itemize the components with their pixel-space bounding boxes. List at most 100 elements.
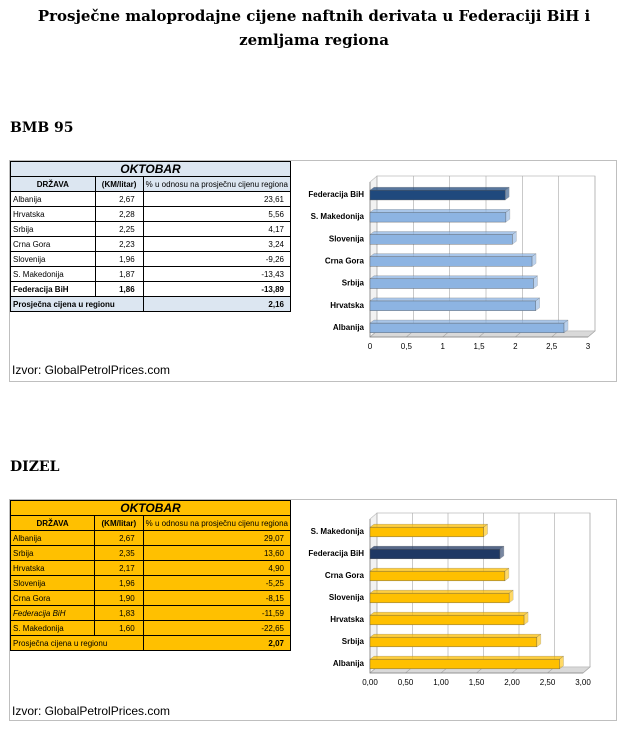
table-row: Srbija 2,35 13,60 xyxy=(9,545,292,561)
bar-top xyxy=(369,524,489,528)
table-month-row: OKTOBAR xyxy=(10,161,291,177)
y-category-label: Slovenija xyxy=(329,234,365,243)
column-header-percent: % u odnosu na prosječnu cijenu regiona xyxy=(142,176,292,192)
row-price: 2,23 xyxy=(94,236,144,252)
bar-end xyxy=(505,186,510,201)
bar xyxy=(369,614,525,626)
row-price: 1,90 xyxy=(94,590,144,606)
column-header-price: (KM/litar) xyxy=(94,176,144,192)
bar xyxy=(369,190,506,201)
bar-end xyxy=(535,297,540,311)
table-row: Slovenija 1,96 -9,26 xyxy=(10,251,292,267)
row-country: Crna Gora xyxy=(9,590,96,606)
row-country: Hrvatska xyxy=(10,206,96,222)
row-price: 2,35 xyxy=(94,545,144,561)
bar xyxy=(369,278,534,289)
x-tick-label: 1,50 xyxy=(469,678,485,687)
y-category-label: S. Makedonija xyxy=(311,212,365,221)
bar-end xyxy=(533,275,538,289)
bar xyxy=(369,658,560,670)
row-country: Crna Gora xyxy=(10,236,96,252)
row-price: 2,67 xyxy=(94,191,144,207)
y-category-label: Srbija xyxy=(342,279,365,288)
y-category-label: S. Makedonija xyxy=(311,527,365,536)
table-row: Federacija BiH 1,83 -11,59 xyxy=(9,605,292,621)
row-country: Slovenija xyxy=(10,251,96,267)
row-percent: 29,07 xyxy=(142,530,292,546)
table-row: Albanija 2,67 23,61 xyxy=(10,191,292,207)
bar xyxy=(369,592,510,604)
bar-top xyxy=(369,612,529,616)
row-percent: 13,60 xyxy=(142,545,292,561)
bar-end xyxy=(559,655,564,670)
bar xyxy=(369,300,536,311)
bar-top xyxy=(369,656,565,660)
row-country: S. Makedonija xyxy=(10,266,96,282)
y-category-label: Albanija xyxy=(333,659,365,668)
row-percent: 4,17 xyxy=(142,221,292,237)
row-country: Albanija xyxy=(10,191,96,207)
row-country: Hrvatska xyxy=(9,560,96,576)
y-category-label: Hrvatska xyxy=(330,301,364,310)
section-heading-dizel: DIZEL xyxy=(10,459,60,475)
source-note-bmb95: Izvor: GlobalPetrolPrices.com xyxy=(12,363,171,377)
bar-end xyxy=(536,633,542,648)
row-country: Albanija xyxy=(9,530,96,546)
bar-chart-bmb95: 0 0,5 1 1,5 2 2,5 3 Federacija BiH S. Makedonija… xyxy=(308,175,596,351)
x-tick-label: 0,00 xyxy=(362,678,378,687)
title-line-1: Prosječne maloprodajne cijene naftnih de… xyxy=(37,7,591,25)
table-row: Albanija 2,67 29,07 xyxy=(9,530,292,546)
column-header-percent: % u odnosu na prosječnu cijenu regiona xyxy=(142,515,292,531)
row-percent: 5,56 xyxy=(142,206,292,222)
bar xyxy=(369,636,538,648)
bar-end xyxy=(563,319,569,334)
table-header-row: DRŽAVA (KM/litar)% u odnosu na prosječnu … xyxy=(9,515,292,531)
price-table-bmb95: OKTOBAR DRŽAVA (KM/litar)% u odnosu na pro… xyxy=(10,161,292,312)
y-category-label: Crna Gora xyxy=(325,257,365,266)
row-percent: -5,25 xyxy=(142,575,292,591)
x-tick-label: 0,5 xyxy=(401,342,413,351)
row-price: 2,67 xyxy=(94,530,144,546)
y-category-label: Srbija xyxy=(342,637,365,646)
gridline-floor xyxy=(587,330,596,338)
row-percent: -22,65 xyxy=(142,620,292,636)
row-price: 2,17 xyxy=(94,560,144,576)
page-title: Prosječne maloprodajne cijene naftnih de… xyxy=(0,4,628,52)
table-month-row: OKTOBAR xyxy=(10,500,291,516)
row-price: 1,96 xyxy=(94,575,144,591)
row-percent: -13,89 xyxy=(142,281,292,297)
bar-end xyxy=(512,231,517,245)
bar xyxy=(369,548,501,560)
gridline-floor xyxy=(582,666,591,674)
bar xyxy=(369,234,513,245)
row-percent: -13,43 xyxy=(142,266,292,282)
x-tick-label: 1,5 xyxy=(473,342,485,351)
bar-top xyxy=(369,568,510,572)
y-category-label: Federacija BiH xyxy=(308,190,364,199)
bar-end xyxy=(499,545,505,560)
bar-end xyxy=(505,209,511,223)
y-category-label: Albanija xyxy=(333,323,365,332)
x-tick-label: 3 xyxy=(586,342,591,351)
row-country: Federacija BiH xyxy=(10,281,96,297)
bar-top xyxy=(369,253,537,257)
price-table-dizel: OKTOBAR DRŽAVA (KM/litar)% u odnosu na pro… xyxy=(9,500,292,651)
source-note-dizel: Izvor: GlobalPetrolPrices.com xyxy=(12,704,171,718)
bar-end xyxy=(523,611,529,626)
column-header-price: (KM/litar) xyxy=(94,515,144,531)
x-tick-label: 3,00 xyxy=(575,678,591,687)
average-value: 2,07 xyxy=(142,635,292,651)
row-country: Srbija xyxy=(9,545,96,561)
table-average-row: Prosječna cijena u regionu 2,07 xyxy=(10,635,292,651)
section-heading-bmb95: BMB 95 xyxy=(10,120,74,136)
chart-dizel: 0,00 0,50 1,00 1,50 2,00 2,50 3,00 S. Makedonij… xyxy=(295,511,614,701)
column-header-country: DRŽAVA xyxy=(9,515,96,531)
x-tick-label: 2,00 xyxy=(504,678,520,687)
table-row: Crna Gora 1,90 -8,15 xyxy=(9,590,292,606)
x-tick-label: 1,00 xyxy=(433,678,449,687)
bar-end xyxy=(504,567,510,582)
average-label: Prosječna cijena u regionu xyxy=(10,296,144,312)
bar-top xyxy=(369,590,514,594)
bar-top xyxy=(369,634,542,638)
row-country: Srbija xyxy=(10,221,96,237)
